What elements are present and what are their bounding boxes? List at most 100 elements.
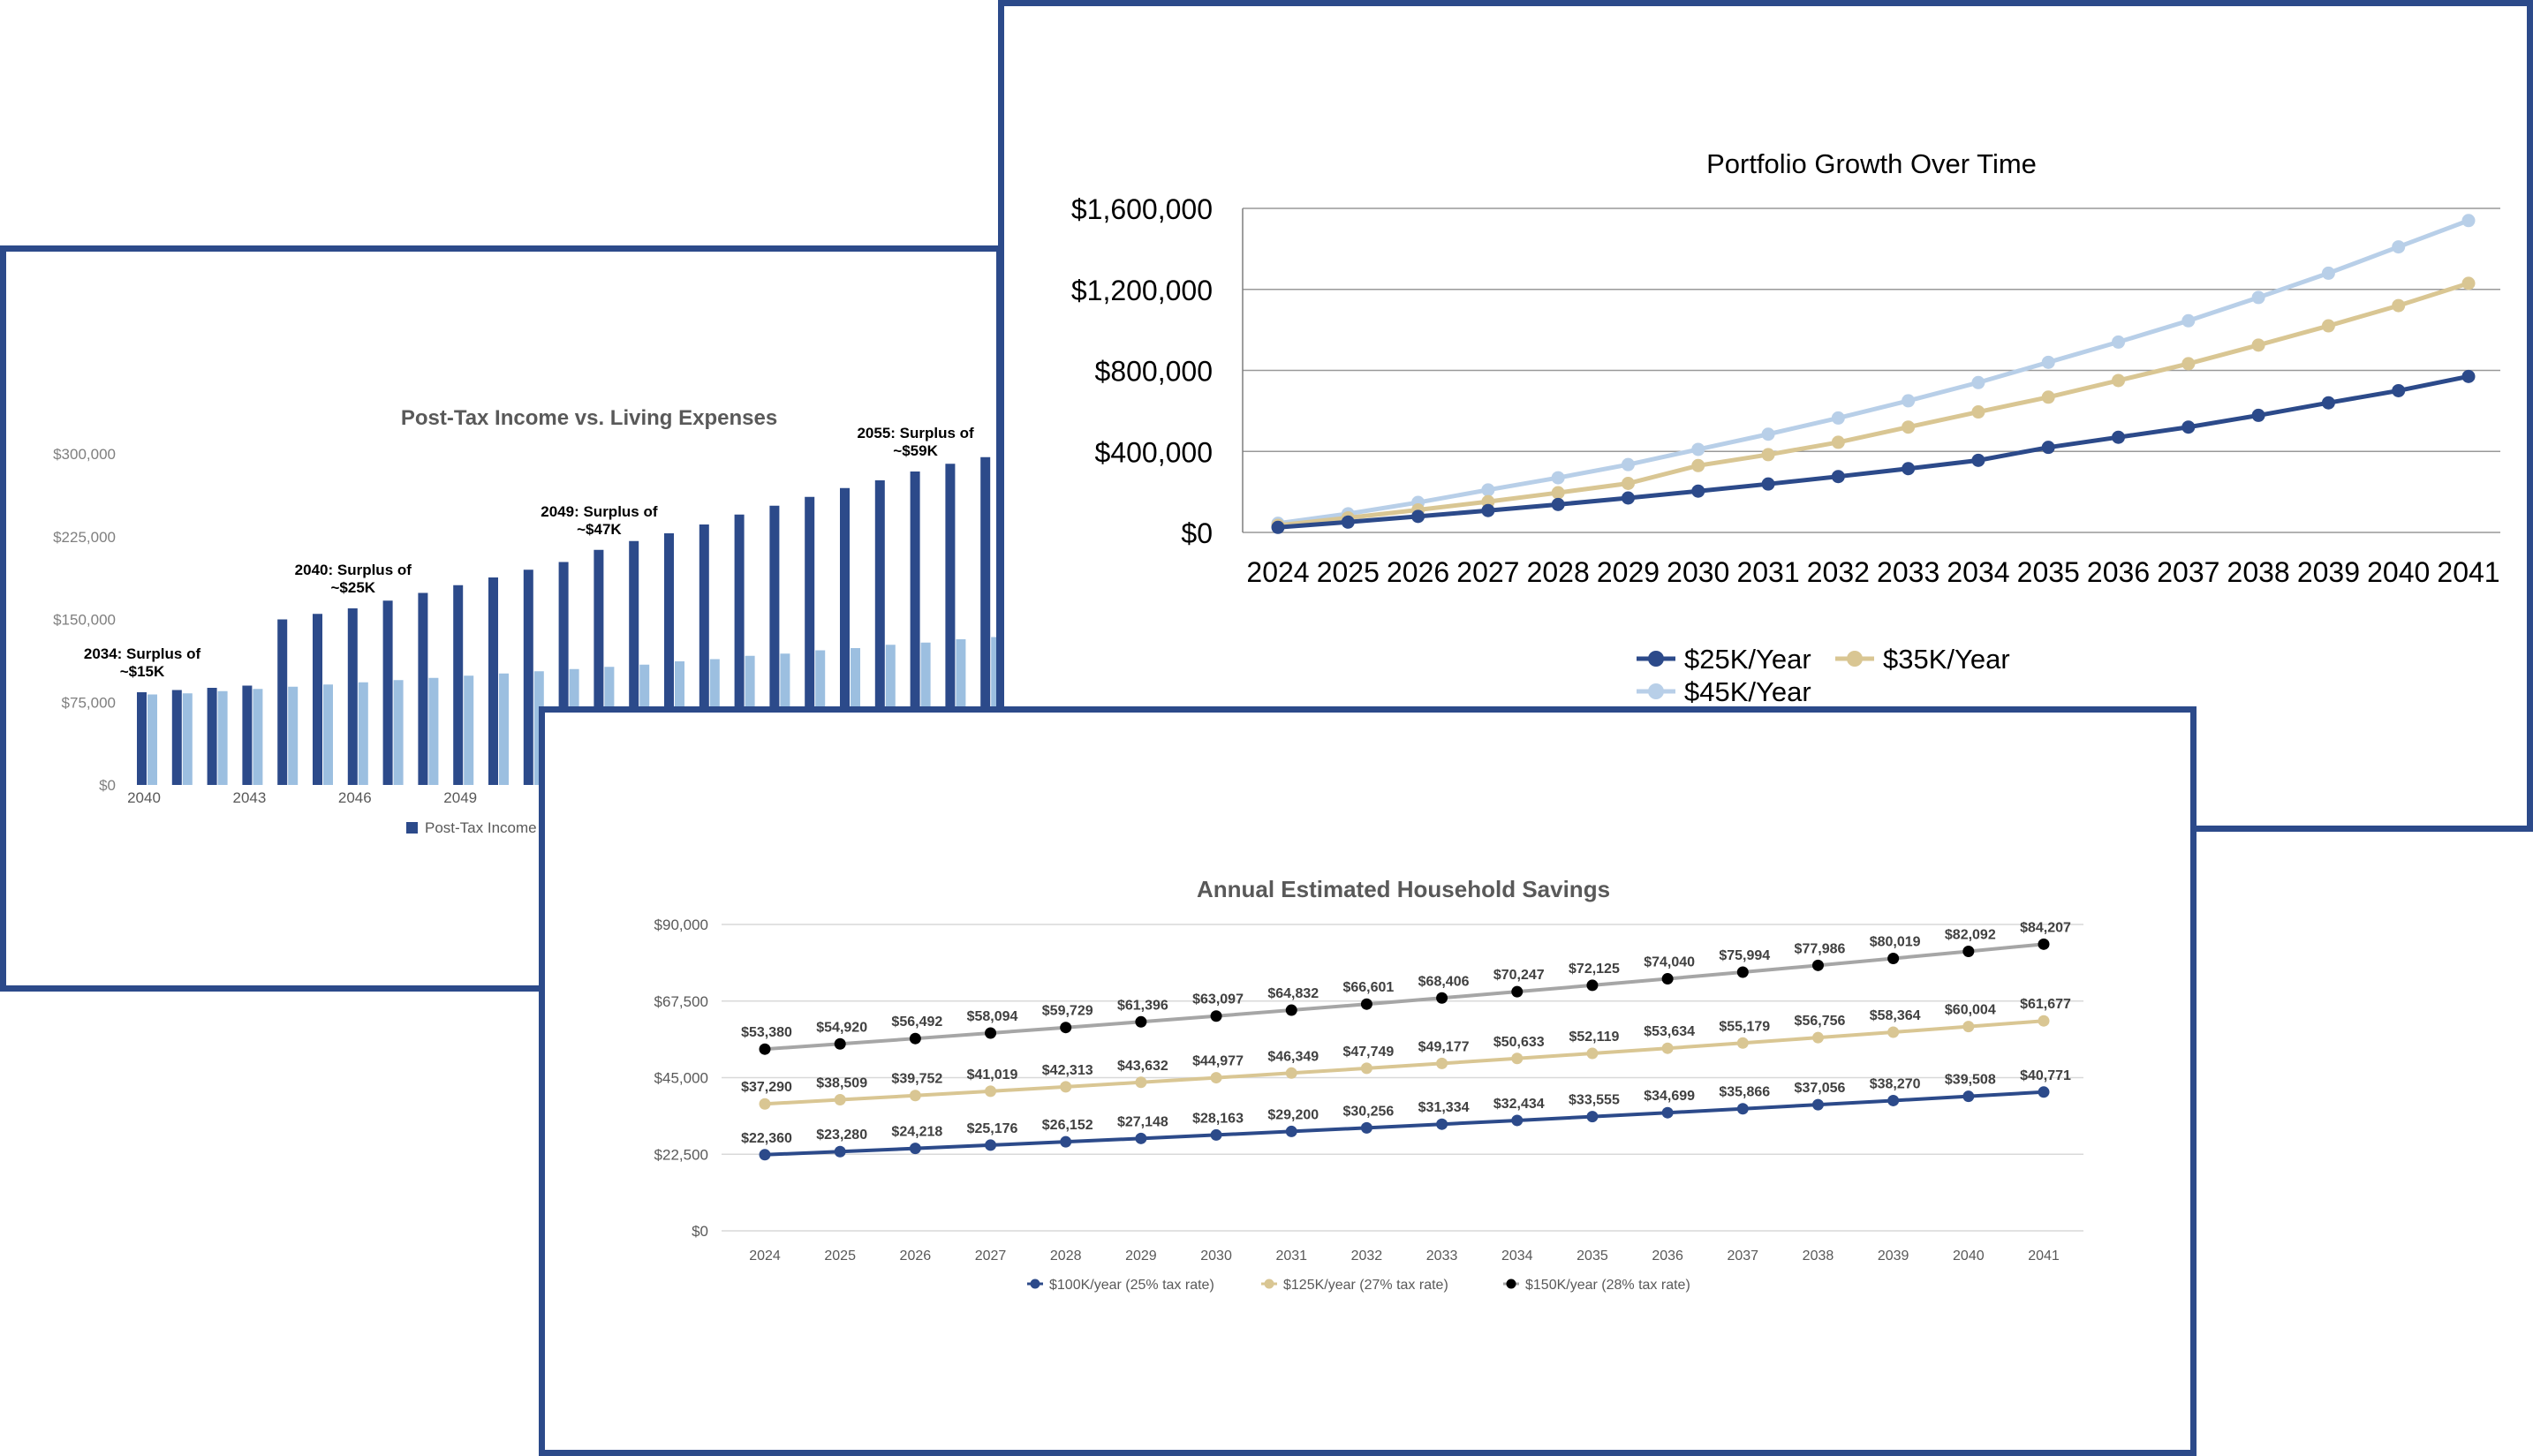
x-tick-label: 2027 (975, 1249, 1007, 1264)
income-bar (453, 585, 464, 785)
x-tick-label: 2049 (443, 789, 477, 806)
data-label: $72,125 (1569, 962, 1620, 977)
data-label: $54,920 (816, 1020, 867, 1035)
data-point (1831, 435, 1845, 449)
household-savings-chart: Annual Estimated Household Savings $0 $22,… (654, 876, 2083, 1293)
data-point (1436, 992, 1448, 1004)
data-point (1761, 427, 1775, 441)
data-point (1285, 1067, 1297, 1079)
surplus-annotation: 2055: Surplus of (857, 425, 974, 441)
data-point (1902, 462, 1916, 476)
data-label: $58,364 (1870, 1008, 1921, 1023)
income-bar (347, 608, 358, 785)
y-tick-label: $0 (692, 1223, 708, 1240)
data-point (2181, 357, 2196, 371)
data-label: $23,280 (816, 1128, 867, 1143)
series-line (764, 1019, 2045, 1106)
x-tick-label: 2040 (127, 789, 161, 806)
legend-label: Post-Tax Income (425, 819, 537, 836)
data-point (1586, 979, 1599, 992)
data-point (1887, 1026, 1900, 1038)
data-label: $24,218 (891, 1125, 942, 1140)
data-point (2461, 214, 2476, 228)
data-point (1621, 457, 1635, 472)
expense-bar (464, 675, 474, 785)
x-tick-label: 2040 (2367, 556, 2430, 588)
data-label: $66,601 (1342, 980, 1394, 995)
data-point (1341, 515, 1355, 529)
y-tick-label: $75,000 (62, 694, 116, 711)
data-label: $50,633 (1493, 1035, 1545, 1050)
data-label: $77,986 (1795, 941, 1846, 956)
data-point (759, 1149, 771, 1161)
data-label: $35,866 (1719, 1085, 1770, 1100)
income-bar (382, 600, 393, 785)
legend-marker (1030, 1279, 1040, 1289)
x-tick-label: 2032 (1351, 1249, 1383, 1264)
data-label: $37,290 (741, 1080, 792, 1095)
savings-chart-panel: Annual Estimated Household Savings $0 $22,… (539, 706, 2197, 1456)
data-point (1736, 1037, 1749, 1049)
data-point (1962, 1021, 1975, 1033)
series-line (764, 1090, 2045, 1157)
data-label: $82,092 (1945, 927, 1996, 942)
data-point (1481, 503, 1495, 517)
data-point (2181, 313, 2196, 328)
expense-bar (358, 682, 368, 785)
data-label: $38,270 (1870, 1076, 1921, 1091)
x-tick-label: 2024 (1246, 556, 1309, 588)
data-point (1691, 484, 1705, 498)
x-tick-label: 2034 (1501, 1249, 1533, 1264)
income-bar (488, 577, 498, 785)
data-point (2251, 290, 2265, 305)
data-point (1285, 1125, 1297, 1137)
x-tick-label: 2031 (1736, 556, 1799, 588)
data-point (1210, 1010, 1222, 1022)
x-tick-label: 2035 (1577, 1249, 1608, 1264)
data-label: $68,406 (1418, 974, 1470, 989)
data-point (2112, 335, 2126, 349)
x-tick-label: 2025 (1317, 556, 1380, 588)
data-point (909, 1090, 921, 1102)
data-point (2041, 355, 2055, 369)
data-point (1661, 973, 1674, 985)
data-point (2392, 298, 2406, 313)
x-tick-label: 2041 (2028, 1249, 2060, 1264)
data-point (1811, 959, 1824, 971)
data-point (1436, 1118, 1448, 1130)
data-point (834, 1037, 846, 1050)
x-tick-label: 2027 (1456, 556, 1519, 588)
data-label: $70,247 (1493, 968, 1545, 983)
x-tick-label: 2034 (1947, 556, 2009, 588)
data-label: $32,434 (1493, 1097, 1545, 1112)
portfolio-chart-panel: Portfolio Growth Over Time $0 $400,000 $800… (998, 0, 2533, 832)
data-point (1060, 1081, 1072, 1093)
surplus-annotation: ~$47K (577, 521, 622, 538)
data-point (2038, 1086, 2050, 1098)
data-label: $46,349 (1267, 1049, 1319, 1064)
data-point (909, 1143, 921, 1155)
y-tick-label: $300,000 (53, 446, 116, 463)
surplus-annotation: 2040: Surplus of (295, 562, 412, 578)
x-tick-label: 2040 (1953, 1249, 1985, 1264)
data-point (2461, 369, 2476, 383)
data-point (1971, 453, 1985, 467)
data-point (1621, 476, 1635, 490)
data-label: $30,256 (1342, 1104, 1394, 1119)
data-point (1661, 1106, 1674, 1119)
data-label: $34,699 (1644, 1089, 1695, 1104)
legend-label: $100K/year (25% tax rate) (1049, 1278, 1214, 1293)
income-bar (137, 692, 147, 785)
y-tick-label: $225,000 (53, 529, 116, 546)
chart-title: Post-Tax Income vs. Living Expenses (401, 406, 777, 430)
data-label: $28,163 (1192, 1111, 1244, 1126)
income-bar (874, 480, 885, 785)
legend-label: $25K/Year (1684, 644, 1811, 675)
income-bar (207, 688, 217, 785)
data-point (1887, 952, 1900, 964)
income-bar (418, 592, 428, 785)
data-label: $75,994 (1719, 948, 1770, 963)
x-tick-label: 2036 (1652, 1249, 1683, 1264)
data-label: $33,555 (1569, 1093, 1620, 1108)
data-point (1761, 448, 1775, 462)
